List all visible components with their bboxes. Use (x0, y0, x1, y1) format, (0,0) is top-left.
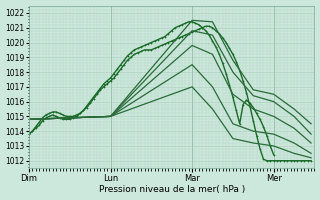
X-axis label: Pression niveau de la mer( hPa ): Pression niveau de la mer( hPa ) (99, 185, 245, 194)
